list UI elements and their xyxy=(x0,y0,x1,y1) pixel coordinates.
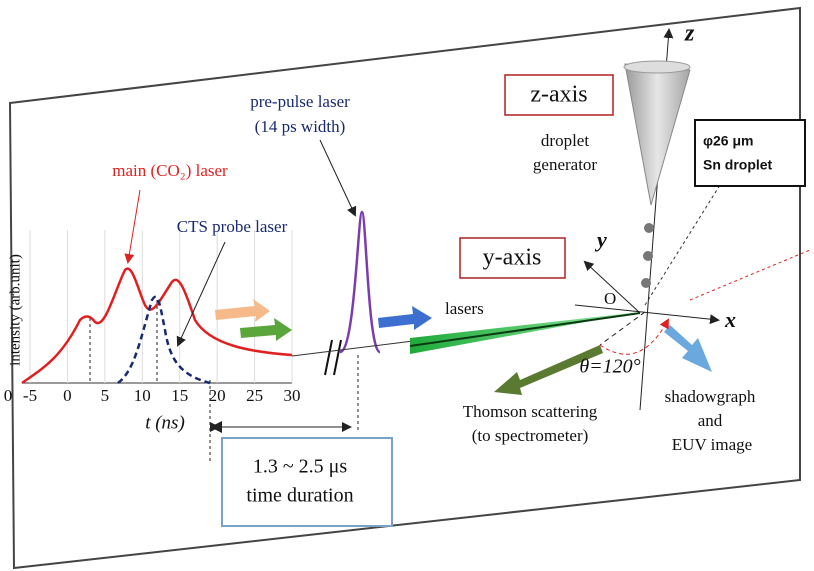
thomson-label: (to spectrometer) xyxy=(472,426,589,445)
cone-top xyxy=(624,61,690,73)
z-axis-box-label: z-axis xyxy=(530,82,587,108)
z-label: z xyxy=(684,21,695,47)
cts-probe-label: CTS probe laser xyxy=(177,217,288,236)
time-range: 1.3 ~ 2.5 μs xyxy=(253,456,348,478)
generator-label: generator xyxy=(533,155,598,174)
thomson-label: Thomson scattering xyxy=(463,402,598,421)
sn-label: φ26 μm xyxy=(703,133,754,149)
shadowgraph-label: and xyxy=(698,411,723,430)
pre-pulse-label: pre-pulse laser xyxy=(250,92,350,111)
x-tick-label: 0 xyxy=(63,386,72,405)
y-tick-label: 0 xyxy=(4,386,13,405)
shadowgraph-label: EUV image xyxy=(672,435,752,454)
generator-label: droplet xyxy=(541,131,589,150)
x-tick-label: 5 xyxy=(101,386,110,405)
droplet xyxy=(641,278,651,288)
y-axis-box-label: y-axis xyxy=(483,245,542,271)
x-tick-label: 15 xyxy=(171,386,188,405)
x-tick-label: 10 xyxy=(134,386,151,405)
droplet xyxy=(643,251,653,261)
x-tick-label: 30 xyxy=(284,386,301,405)
droplet xyxy=(644,223,654,233)
x-tick-label: 25 xyxy=(246,386,263,405)
y-axis-label: intensity (arb.unit) xyxy=(7,254,23,366)
lasers-label: lasers xyxy=(445,299,484,318)
x-label: x xyxy=(724,307,736,332)
x-axis-label: t (ns) xyxy=(145,412,185,433)
pre-pulse-label: (14 ps width) xyxy=(255,117,346,136)
time-duration: time duration xyxy=(246,485,353,507)
duration-box xyxy=(222,438,392,526)
shadowgraph-label: shadowgraph xyxy=(665,387,756,406)
diagram: intensity (arb.unit) t (ns) -5 0 5 10 15 20 25… xyxy=(0,0,814,571)
sn-label: Sn droplet xyxy=(703,157,773,173)
x-tick-label: 20 xyxy=(209,386,226,405)
theta-label: θ=120° xyxy=(579,356,640,378)
x-tick-label: -5 xyxy=(23,386,37,405)
sn-box xyxy=(695,120,805,186)
main-laser-label: main (CO₂) laser xyxy=(112,161,228,180)
origin-label: O xyxy=(604,289,616,308)
